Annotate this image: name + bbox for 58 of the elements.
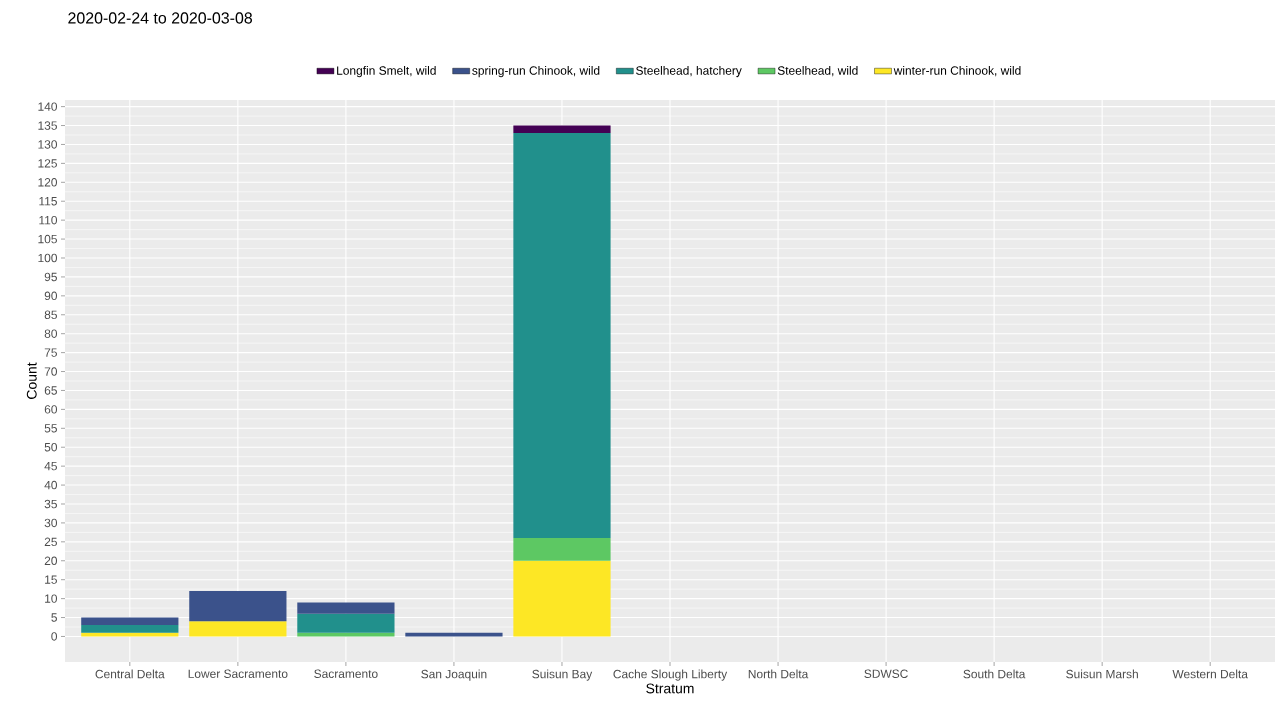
x-tick-label: Cache Slough Liberty: [613, 669, 728, 681]
y-tick-label: 105: [38, 234, 57, 244]
y-tick-label: 130: [38, 140, 58, 149]
bar: [513, 538, 611, 561]
bar: [189, 591, 287, 622]
bar: [81, 617, 179, 626]
y-tick-label: 55: [44, 424, 57, 433]
y-tick-label: 35: [44, 499, 57, 509]
x-tick-label: Suisun Bay: [532, 669, 593, 681]
legend-label: Steelhead, hatchery: [636, 65, 742, 78]
legend-label: spring-run Chinook, wild: [472, 65, 600, 78]
y-tick-label: 135: [38, 121, 57, 130]
y-tick-label: 70: [44, 367, 58, 376]
bar: [297, 613, 395, 633]
legend-label: winter-run Chinook, wild: [893, 65, 1021, 77]
x-tick-label: SDWSC: [864, 669, 908, 678]
bar: [513, 133, 611, 539]
bar: [513, 125, 611, 134]
y-tick-label: 5: [51, 613, 57, 622]
y-tick-label: 15: [45, 575, 57, 584]
x-tick-label: Sacramento: [314, 669, 378, 678]
y-tick-label: 85: [44, 310, 57, 319]
legend-label: Steelhead, wild: [777, 65, 858, 77]
y-tick-label: 115: [39, 197, 57, 206]
x-tick-label: Western Delta: [1172, 669, 1248, 679]
bar: [189, 621, 287, 637]
y-tick-label: 10: [45, 594, 58, 603]
bar: [81, 625, 179, 633]
y-tick-label: 80: [44, 329, 58, 338]
chart-title: 2020-02-24 to 2020-03-08: [68, 12, 253, 24]
x-axis-title: Stratum: [646, 683, 694, 694]
x-tick-label: South Delta: [963, 669, 1026, 679]
y-tick-label: 100: [38, 253, 58, 263]
y-tick-label: 40: [44, 480, 58, 490]
bar: [297, 602, 395, 614]
y-tick-label: 140: [38, 102, 58, 111]
y-tick-label: 90: [44, 291, 58, 301]
y-tick-label: 25: [44, 537, 57, 547]
bar: [513, 560, 611, 637]
x-tick-label: Lower Sacramento: [188, 669, 288, 678]
y-tick-label: 30: [44, 518, 58, 528]
x-tick-label: Central Delta: [95, 669, 165, 679]
y-axis-title: Count: [26, 362, 37, 399]
y-tick-label: 120: [38, 178, 58, 187]
y-tick-label: 60: [44, 405, 58, 414]
y-tick-label: 20: [44, 556, 58, 565]
y-tick-label: 125: [38, 159, 57, 168]
legend-label: Longfin Smelt, wild: [337, 65, 436, 78]
y-tick-label: 45: [44, 461, 57, 471]
y-tick-label: 0: [51, 632, 58, 641]
x-tick-label: San Joaquin: [421, 669, 487, 681]
x-tick-label: Suisun Marsh: [1066, 669, 1138, 679]
y-tick-label: 110: [39, 215, 58, 225]
y-tick-label: 95: [44, 272, 57, 282]
x-tick-label: North Delta: [748, 669, 809, 679]
y-tick-label: 75: [44, 348, 57, 357]
y-tick-label: 65: [44, 386, 57, 395]
y-tick-label: 50: [44, 443, 58, 452]
